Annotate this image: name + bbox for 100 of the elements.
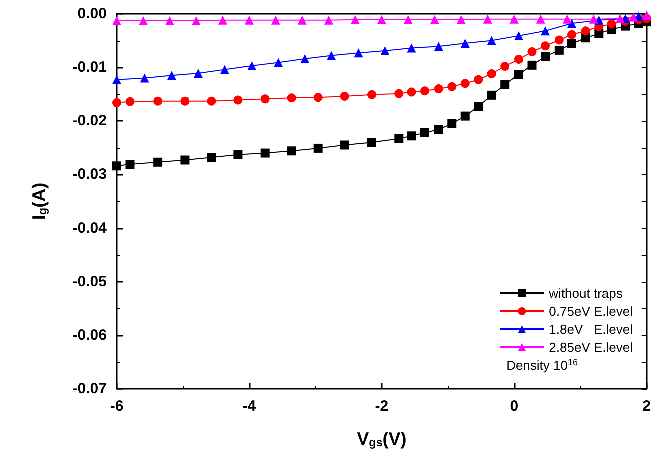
point — [244, 16, 254, 25]
point — [314, 144, 323, 153]
point — [274, 58, 284, 68]
x-tick-label: 2 — [642, 398, 651, 415]
point — [327, 51, 336, 60]
point — [138, 16, 148, 26]
y-tick-label: -0.02 — [72, 112, 107, 130]
x-tick-label: -6 — [110, 398, 124, 415]
point — [234, 150, 243, 160]
point — [456, 15, 466, 24]
point — [407, 44, 416, 53]
y-tick-label: -0.05 — [72, 273, 107, 290]
point — [500, 62, 510, 71]
point — [460, 38, 470, 48]
point — [394, 89, 404, 98]
point — [248, 61, 257, 70]
y-tick-label: -0.04 — [72, 220, 108, 237]
point — [460, 112, 470, 121]
point — [324, 16, 334, 25]
point — [460, 79, 470, 88]
point — [220, 65, 230, 74]
point — [541, 42, 550, 51]
point — [567, 19, 576, 28]
point — [430, 15, 440, 24]
point — [167, 71, 176, 80]
point — [112, 162, 122, 171]
point — [314, 93, 323, 102]
point — [407, 132, 416, 141]
point — [112, 75, 122, 84]
point — [300, 54, 310, 64]
point — [126, 97, 135, 106]
point — [581, 26, 590, 36]
point — [474, 75, 484, 84]
point — [112, 16, 122, 26]
point — [487, 90, 496, 100]
point — [629, 12, 638, 22]
point — [194, 68, 203, 78]
point — [541, 52, 550, 62]
point — [528, 60, 537, 70]
y-axis-title: Ig(A) — [28, 182, 50, 220]
point — [514, 31, 524, 40]
point — [562, 14, 572, 24]
y-tick-label: -0.07 — [72, 380, 107, 398]
point — [234, 96, 243, 105]
point — [180, 156, 190, 165]
legend-label: 2.85eV E.level — [549, 340, 634, 355]
point — [207, 153, 216, 162]
point — [140, 74, 150, 83]
point — [154, 96, 163, 106]
point — [541, 26, 550, 36]
point — [500, 80, 510, 90]
point — [260, 148, 270, 158]
point — [207, 96, 216, 106]
x-tick-label: -2 — [375, 398, 389, 415]
point — [126, 160, 135, 170]
x-tick-label: -4 — [242, 398, 257, 415]
point — [554, 46, 564, 55]
y-tick-label: -0.01 — [72, 59, 107, 76]
point — [180, 96, 190, 106]
point — [271, 16, 280, 25]
y-tick-label: -0.03 — [72, 166, 107, 184]
point — [192, 16, 201, 26]
point — [434, 84, 444, 94]
point — [350, 15, 360, 24]
legend-label: without traps — [548, 286, 624, 301]
point — [528, 48, 537, 57]
point — [260, 94, 270, 104]
point — [420, 86, 430, 96]
point — [514, 55, 524, 64]
point — [448, 119, 457, 128]
point — [568, 30, 576, 40]
point — [487, 70, 496, 78]
point — [165, 16, 174, 26]
point — [483, 14, 492, 24]
legend-label: 1.8eV E.level — [549, 322, 634, 337]
point — [607, 20, 616, 29]
point — [298, 16, 307, 25]
point — [112, 98, 122, 108]
point — [536, 14, 546, 24]
point — [407, 88, 416, 97]
point — [514, 70, 524, 80]
point — [367, 90, 376, 100]
y-tick-label: -0.06 — [72, 326, 107, 344]
point — [487, 36, 496, 46]
point — [287, 146, 296, 156]
point — [616, 14, 625, 24]
point — [420, 128, 430, 138]
point — [554, 36, 564, 45]
point — [380, 46, 390, 56]
point — [218, 16, 228, 25]
point — [567, 40, 576, 48]
point — [367, 138, 376, 148]
point — [354, 48, 364, 58]
point — [287, 94, 296, 103]
point — [340, 92, 350, 101]
point — [510, 14, 519, 24]
point — [394, 134, 404, 144]
point — [589, 14, 598, 24]
y-tick-label: 0.00 — [78, 6, 107, 22]
point — [404, 15, 413, 24]
